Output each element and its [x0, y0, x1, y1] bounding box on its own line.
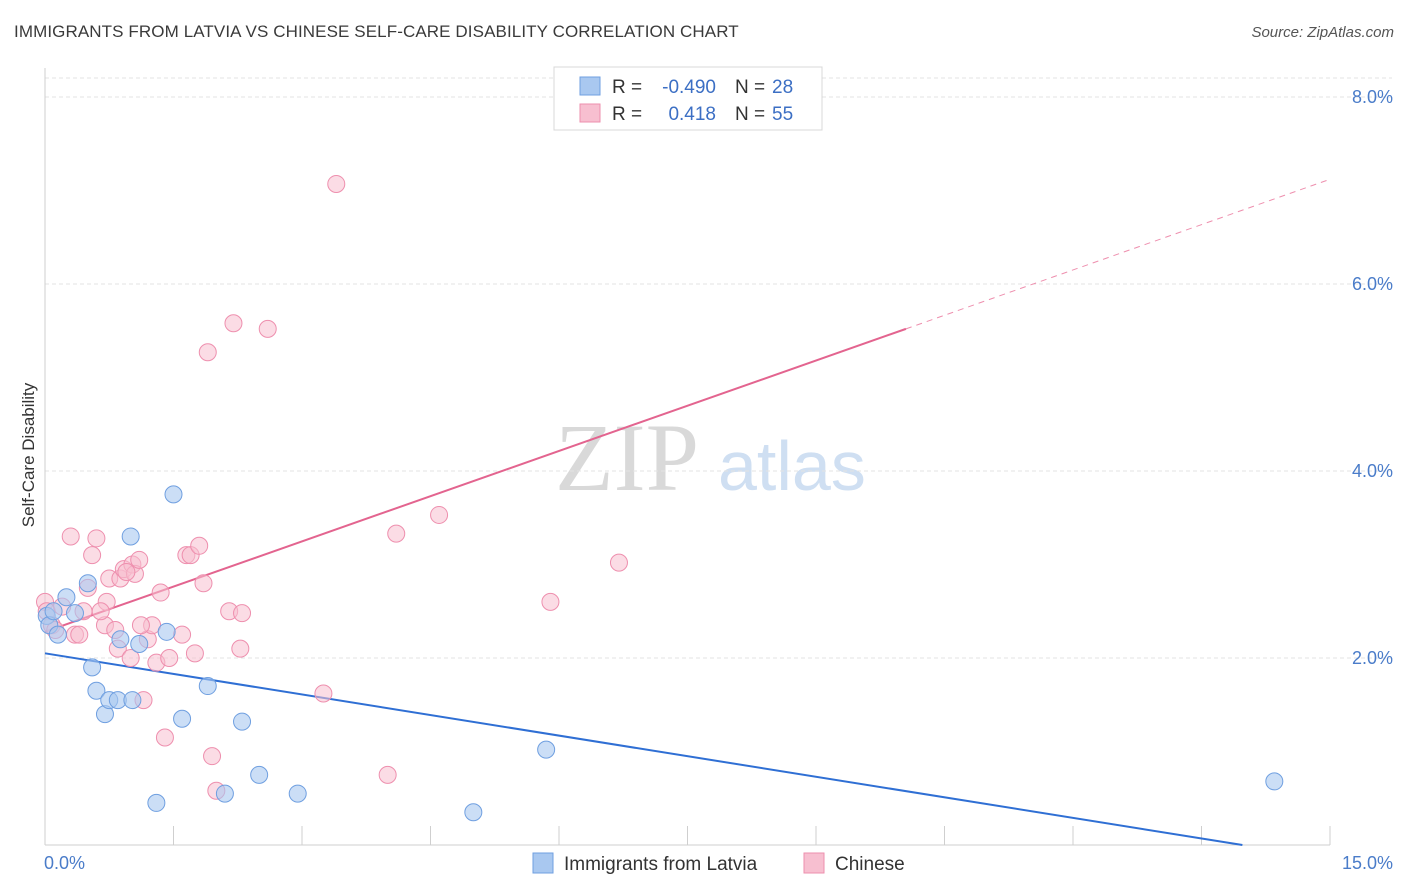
point-latvia-8	[87, 681, 106, 700]
data-points	[36, 88, 1284, 822]
legend-r-label-latvia: R =	[612, 77, 642, 98]
gridlines	[45, 77, 1392, 659]
point-chinese-28	[160, 649, 179, 667]
legend-n-value-latvia: 28	[772, 77, 793, 98]
point-chinese-53	[131, 616, 150, 635]
legend-r-value-chinese: 0.418	[668, 104, 716, 125]
point-chinese-34	[194, 574, 213, 593]
trend-line-latvia	[44, 652, 1243, 846]
y-axis-title: Self-Care Disability	[19, 382, 38, 527]
point-latvia-17	[157, 622, 176, 641]
trend-line-chinese-extension	[905, 178, 1331, 330]
point-latvia-25	[464, 803, 483, 822]
chart-title: IMMIGRANTS FROM LATVIA VS CHINESE SELF-C…	[14, 22, 739, 41]
y-tick-label-0: 2.0%	[1352, 648, 1393, 668]
bottom-legend-swatch-latvia	[532, 852, 554, 874]
point-latvia-19	[173, 709, 192, 728]
point-latvia-20	[198, 677, 217, 696]
point-latvia-5	[65, 604, 84, 623]
point-latvia-26	[537, 740, 556, 759]
point-chinese-5	[61, 527, 80, 546]
watermark-zip: ZIP	[555, 404, 699, 511]
point-chinese-48	[541, 592, 560, 611]
point-chinese-54	[117, 562, 136, 581]
point-chinese-33	[190, 536, 209, 555]
legend-swatch-latvia	[579, 76, 601, 96]
legend-n-label-chinese: N =	[735, 104, 765, 125]
y-tick-label-3: 8.0%	[1352, 87, 1393, 107]
bottom-legend-swatch-chinese	[803, 852, 825, 874]
point-latvia-23	[250, 765, 269, 784]
legend-swatch-chinese	[579, 103, 601, 123]
legend-n-value-chinese: 55	[772, 104, 793, 125]
point-chinese-26	[151, 583, 170, 602]
point-latvia-13	[121, 527, 140, 546]
series-legend: Immigrants from Latvia Chinese	[532, 852, 905, 875]
point-latvia-4	[57, 588, 76, 607]
point-chinese-41	[231, 639, 250, 658]
y-tick-label-1: 4.0%	[1352, 461, 1393, 481]
point-chinese-21	[130, 550, 149, 569]
bottom-legend-label-latvia: Immigrants from Latvia	[564, 854, 758, 875]
legend-n-label-latvia: N =	[735, 77, 765, 98]
point-chinese-27	[155, 728, 174, 747]
point-chinese-43	[314, 684, 333, 703]
watermark-atlas: atlas	[718, 427, 866, 505]
point-chinese-18	[121, 649, 140, 667]
legend-r-value-latvia: -0.490	[662, 77, 716, 98]
point-chinese-32	[185, 644, 204, 663]
point-latvia-18	[164, 485, 183, 504]
trend-line-chinese	[44, 327, 907, 633]
point-latvia-7	[83, 658, 102, 677]
point-chinese-51	[70, 625, 89, 644]
correlation-legend: R = -0.490 N = 28 R = 0.418 N = 55	[553, 66, 823, 131]
y-tick-label-2: 6.0%	[1352, 274, 1393, 294]
point-chinese-29	[173, 625, 192, 644]
point-chinese-49	[609, 553, 628, 572]
trend-lines	[44, 178, 1331, 846]
point-chinese-9	[83, 546, 102, 565]
point-latvia-3	[48, 625, 67, 644]
tick-labels: 2.0% 4.0% 6.0% 8.0% 0.0% 15.0%	[44, 87, 1393, 873]
point-chinese-44	[327, 174, 346, 193]
point-chinese-40	[233, 604, 252, 623]
point-latvia-27	[1265, 772, 1284, 791]
point-chinese-36	[203, 747, 222, 766]
point-chinese-10	[87, 529, 106, 548]
point-chinese-45	[378, 765, 397, 784]
x-tick-label-1: 15.0%	[1342, 853, 1393, 873]
point-latvia-15	[130, 634, 149, 653]
point-latvia-16	[147, 793, 166, 812]
point-chinese-52	[91, 602, 110, 621]
axes	[44, 68, 1331, 846]
point-latvia-21	[215, 784, 234, 803]
point-chinese-47	[430, 505, 449, 524]
point-latvia-2	[44, 602, 63, 621]
point-latvia-24	[288, 784, 307, 803]
point-latvia-22	[233, 712, 252, 731]
point-latvia-12	[111, 630, 130, 649]
point-chinese-35	[198, 343, 217, 362]
point-chinese-42	[258, 319, 277, 338]
point-chinese-39	[224, 314, 243, 333]
source-label: Source: ZipAtlas.com	[1251, 24, 1394, 41]
point-chinese-46	[387, 524, 406, 543]
x-tick-label-0: 0.0%	[44, 853, 85, 873]
point-latvia-14	[123, 691, 142, 710]
point-latvia-6	[78, 574, 97, 593]
legend-r-label-chinese: R =	[612, 104, 642, 125]
bottom-legend-label-chinese: Chinese	[835, 854, 905, 875]
